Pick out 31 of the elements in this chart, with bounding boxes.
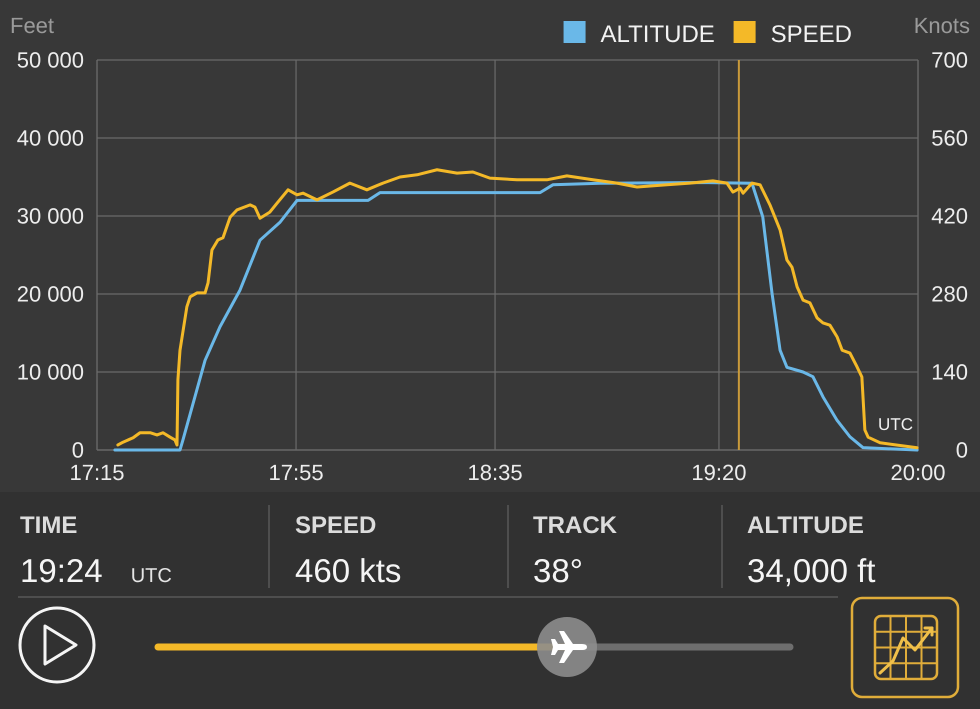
text: ALTITUDE <box>747 512 864 539</box>
y-tick-label: 20 000 <box>16 282 84 307</box>
y-tick-label: 30 000 <box>16 204 84 229</box>
annotation: UTC <box>878 415 913 434</box>
text: 460 kts <box>295 552 402 589</box>
x-tick-label: 18:35 <box>468 460 523 485</box>
y-tick-label: 40 000 <box>16 126 84 151</box>
x-tick-label: 17:15 <box>69 460 125 485</box>
y-axis-title: Feet <box>10 13 54 38</box>
x-tick-label: 20:00 <box>890 460 946 485</box>
text: 19:24 <box>20 552 103 589</box>
text: SPEED <box>295 512 376 539</box>
text: 34,000 ft <box>747 552 876 589</box>
text: TRACK <box>533 512 618 539</box>
y-tick-label: 0 <box>72 438 84 463</box>
x-tick-label: 19:20 <box>691 460 746 485</box>
x-tick-label: 17:55 <box>268 460 324 485</box>
y2-axis-title: Knots <box>914 13 970 38</box>
y2-tick-label: 0 <box>956 438 968 463</box>
y2-tick-label: 420 <box>931 204 968 229</box>
y2-tick-label: 140 <box>931 360 968 385</box>
text: TIME <box>20 512 78 539</box>
legend-label: ALTITUDE <box>600 21 715 48</box>
y2-tick-label: 700 <box>931 48 968 73</box>
legend-label: SPEED <box>770 21 852 48</box>
text: UTC <box>130 565 172 587</box>
y-tick-label: 10 000 <box>16 360 84 385</box>
text: 38° <box>533 552 583 589</box>
y2-tick-label: 560 <box>931 126 968 151</box>
y2-tick-label: 280 <box>931 282 968 307</box>
y-tick-label: 50 000 <box>16 48 84 73</box>
